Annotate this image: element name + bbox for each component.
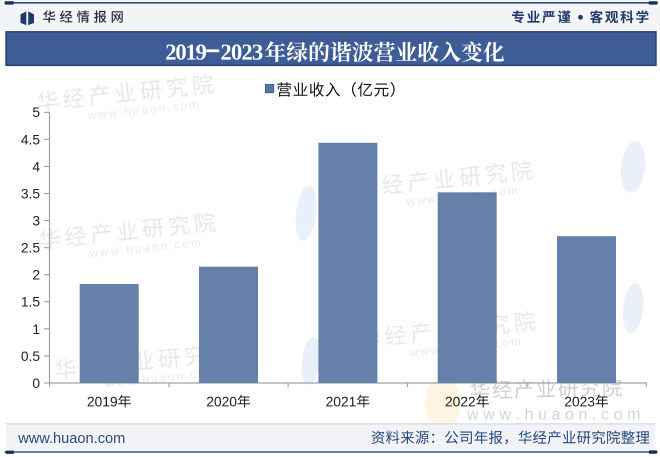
- svg-text:1: 1: [32, 322, 40, 337]
- svg-text:2: 2: [32, 268, 40, 283]
- svg-text:3.5: 3.5: [21, 186, 41, 201]
- svg-text:5: 5: [32, 105, 40, 120]
- svg-text:0: 0: [32, 376, 40, 391]
- svg-text:3: 3: [32, 214, 40, 229]
- svg-text:1.5: 1.5: [21, 295, 41, 310]
- svg-text:www.huaon.com: www.huaon.com: [17, 431, 125, 447]
- svg-text:0.5: 0.5: [21, 349, 41, 364]
- svg-text:2.5: 2.5: [21, 241, 41, 256]
- svg-text:4: 4: [32, 159, 40, 174]
- svg-text:4.5: 4.5: [21, 132, 41, 147]
